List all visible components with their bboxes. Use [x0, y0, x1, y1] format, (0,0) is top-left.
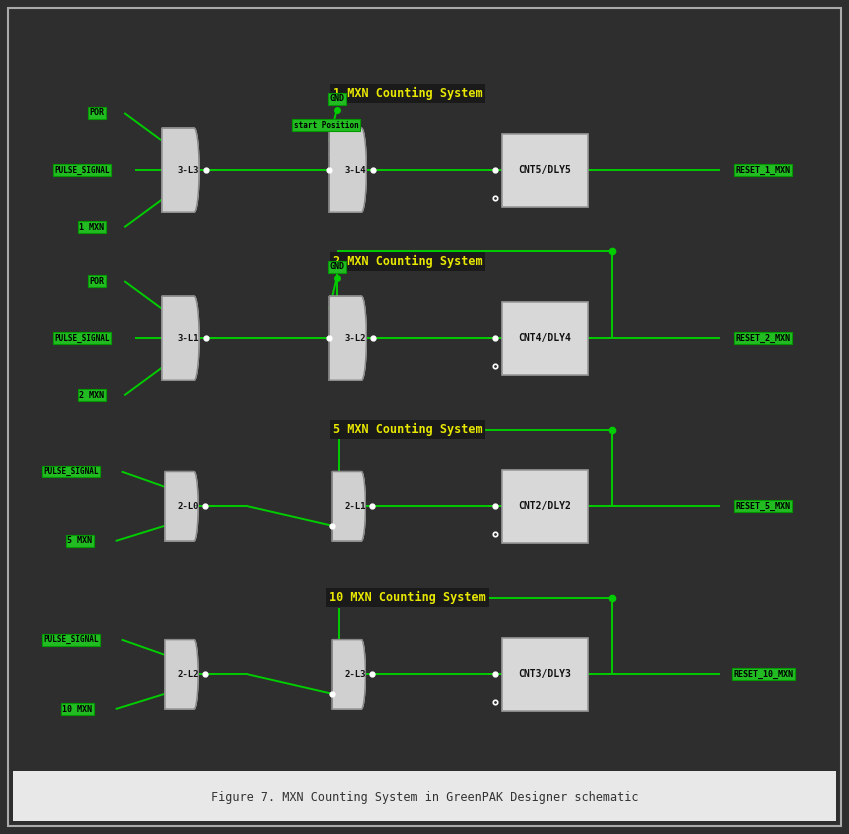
Text: CNT5/DLY5: CNT5/DLY5 [518, 165, 571, 175]
Text: 2 MXN: 2 MXN [80, 391, 104, 399]
Polygon shape [332, 471, 365, 541]
FancyBboxPatch shape [502, 638, 588, 711]
Text: 2-L0: 2-L0 [177, 502, 200, 510]
Text: RESET_2_MXN: RESET_2_MXN [736, 334, 791, 343]
Text: 5 MXN: 5 MXN [67, 536, 93, 545]
Text: CNT2/DLY2: CNT2/DLY2 [518, 501, 571, 511]
Text: start Position: start Position [294, 121, 358, 129]
Text: 10 MXN: 10 MXN [63, 705, 93, 714]
Text: PULSE_SIGNAL: PULSE_SIGNAL [43, 635, 98, 644]
Text: 2 MXN Counting System: 2 MXN Counting System [333, 255, 482, 268]
Text: CNT3/DLY3: CNT3/DLY3 [518, 670, 571, 680]
Text: 2-L3: 2-L3 [345, 670, 367, 679]
Text: 1 MXN: 1 MXN [80, 223, 104, 232]
Text: 3-L3: 3-L3 [177, 166, 199, 174]
Text: CNT4/DLY4: CNT4/DLY4 [518, 334, 571, 344]
Text: POR: POR [89, 108, 104, 118]
Text: 2-L1: 2-L1 [345, 502, 367, 510]
Polygon shape [165, 471, 198, 541]
Text: Figure 7. MXN Counting System in GreenPAK Designer schematic: Figure 7. MXN Counting System in GreenPA… [211, 791, 638, 804]
Polygon shape [162, 128, 199, 212]
Text: POR: POR [89, 277, 104, 285]
Polygon shape [162, 296, 199, 380]
FancyBboxPatch shape [502, 133, 588, 207]
Polygon shape [165, 640, 198, 709]
FancyBboxPatch shape [502, 470, 588, 543]
Text: 10 MXN Counting System: 10 MXN Counting System [329, 591, 486, 604]
Text: 3-L2: 3-L2 [345, 334, 366, 343]
Polygon shape [329, 296, 366, 380]
Text: RESET_5_MXN: RESET_5_MXN [736, 502, 791, 511]
Text: 2-L2: 2-L2 [177, 670, 200, 679]
Text: RESET_1_MXN: RESET_1_MXN [736, 166, 791, 174]
Text: 3-L1: 3-L1 [177, 334, 199, 343]
Text: 5 MXN Counting System: 5 MXN Counting System [333, 423, 482, 436]
FancyBboxPatch shape [502, 302, 588, 374]
Text: GND: GND [329, 262, 344, 271]
Polygon shape [329, 128, 366, 212]
Text: RESET_10_MXN: RESET_10_MXN [734, 670, 793, 679]
Text: PULSE_SIGNAL: PULSE_SIGNAL [43, 467, 98, 476]
Polygon shape [332, 640, 365, 709]
Text: PULSE_SIGNAL: PULSE_SIGNAL [54, 334, 110, 343]
Text: 1 MXN Counting System: 1 MXN Counting System [333, 87, 482, 100]
Text: GND: GND [329, 94, 344, 103]
Text: PULSE_SIGNAL: PULSE_SIGNAL [54, 166, 110, 174]
Text: 3-L4: 3-L4 [345, 166, 366, 174]
